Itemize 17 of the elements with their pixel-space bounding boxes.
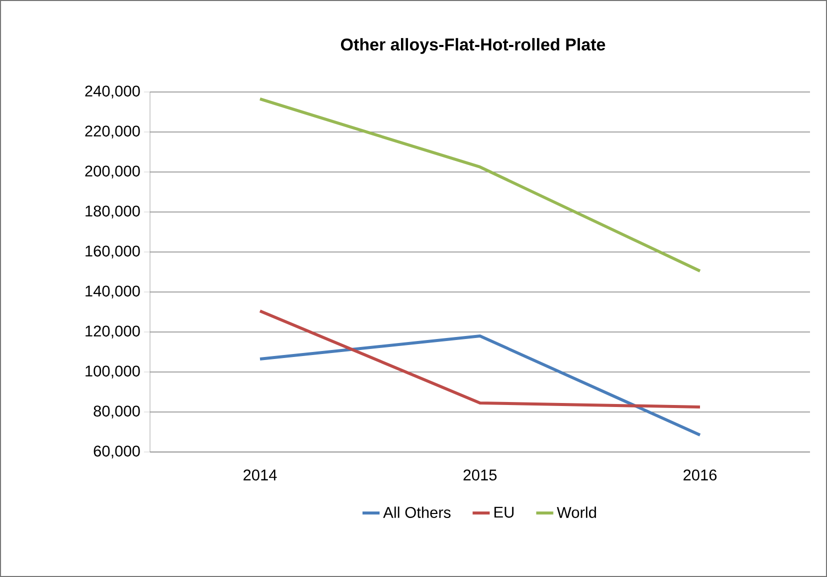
chart-title: Other alloys-Flat-Hot-rolled Plate — [340, 38, 606, 54]
y-tick-label: 220,000 — [85, 126, 140, 138]
y-tick-label: 80,000 — [94, 406, 140, 418]
x-tick-label: 2014 — [244, 470, 277, 480]
y-tick-label: 200,000 — [85, 166, 140, 178]
y-tick-label: 140,000 — [86, 286, 140, 298]
y-tick-label: 60,000 — [94, 446, 140, 458]
legend-label: EU — [494, 506, 514, 518]
legend-label: World — [556, 506, 596, 518]
y-tick-label: 100,000 — [86, 366, 140, 378]
y-tick-label: 160,000 — [86, 246, 140, 258]
legend-label: All Others — [383, 506, 451, 518]
y-tick-label: 240,000 — [85, 86, 140, 98]
y-tick-label: 180,000 — [86, 206, 140, 218]
x-tick-label: 2016 — [684, 470, 717, 480]
x-tick-label: 2015 — [464, 470, 497, 480]
y-tick-label: 120,000 — [86, 326, 140, 338]
